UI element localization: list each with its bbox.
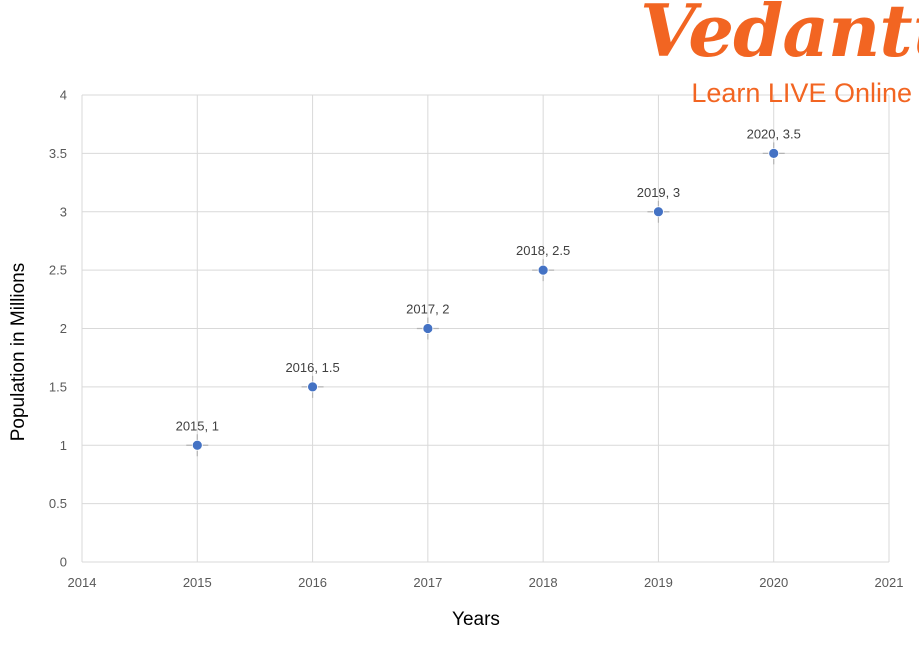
x-tick-label: 2018 xyxy=(529,575,558,590)
data-label: 2015, 1 xyxy=(176,418,219,433)
x-tick-label: 2021 xyxy=(875,575,904,590)
x-tick-label: 2016 xyxy=(298,575,327,590)
data-label: 2020, 3.5 xyxy=(747,126,801,141)
y-tick-label: 0 xyxy=(60,555,67,570)
data-label: 2019, 3 xyxy=(637,185,680,200)
data-label: 2016, 1.5 xyxy=(285,360,339,375)
y-tick-label: 1 xyxy=(60,438,67,453)
data-point: 2015, 1 xyxy=(176,418,219,457)
data-point: 2020, 3.5 xyxy=(747,126,801,165)
x-tick-label: 2019 xyxy=(644,575,673,590)
x-tick-label: 2017 xyxy=(413,575,442,590)
y-tick-label: 0.5 xyxy=(49,496,67,511)
data-label: 2018, 2.5 xyxy=(516,243,570,258)
point-marker xyxy=(307,381,318,393)
data-point: 2019, 3 xyxy=(637,185,680,223)
y-axis-ticks: 0 0.5 1 1.5 2 2.5 3 3.5 4 xyxy=(49,88,67,570)
x-axis-ticks: 2014 2015 2016 2017 2018 2019 2020 2021 xyxy=(68,575,904,590)
data-points: 2015, 1 2016, 1.5 2017, 2 2018, 2.5 2019, 3 2… xyxy=(176,126,801,457)
point-marker xyxy=(537,264,549,276)
y-tick-label: 1.5 xyxy=(49,379,67,394)
y-tick-label: 2.5 xyxy=(49,263,67,278)
y-tick-label: 4 xyxy=(60,88,67,103)
point-marker xyxy=(422,323,434,334)
logo-tagline: Learn LIVE Online xyxy=(691,78,912,108)
data-label: 2017, 2 xyxy=(406,302,449,317)
data-point: 2017, 2 xyxy=(406,302,450,340)
point-marker xyxy=(653,206,664,218)
x-tick-label: 2015 xyxy=(183,575,212,590)
y-tick-label: 3 xyxy=(60,204,67,219)
x-axis-title: Years xyxy=(452,609,500,630)
y-axis-title: Population in Millions xyxy=(8,263,29,442)
data-point: 2016, 1.5 xyxy=(285,360,340,398)
data-point: 2018, 2.5 xyxy=(516,243,570,282)
x-tick-label: 2014 xyxy=(68,575,97,590)
vedantu-logo: Vedantu xyxy=(640,0,919,73)
gridlines xyxy=(81,94,890,563)
point-marker xyxy=(768,147,780,159)
y-tick-label: 2 xyxy=(60,321,67,336)
point-marker xyxy=(191,439,203,451)
y-tick-label: 3.5 xyxy=(49,146,67,161)
x-tick-label: 2020 xyxy=(759,575,788,590)
